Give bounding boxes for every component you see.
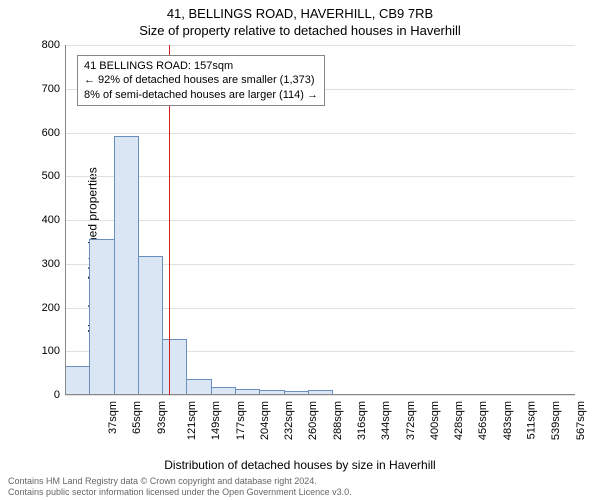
- footer-attribution: Contains HM Land Registry data © Crown c…: [8, 476, 352, 498]
- x-tick: 428sqm: [453, 401, 465, 440]
- info-line: ← 92% of detached houses are smaller (1,…: [84, 73, 318, 87]
- x-tick: 539sqm: [550, 401, 562, 440]
- x-tick: 456sqm: [478, 401, 490, 440]
- y-tick: 200: [35, 302, 60, 314]
- x-tick: 400sqm: [429, 401, 441, 440]
- footer-line2: Contains public sector information licen…: [8, 487, 352, 498]
- x-tick: 37sqm: [107, 401, 119, 434]
- chart-title: 41, BELLINGS ROAD, HAVERHILL, CB9 7RB Si…: [0, 0, 600, 40]
- chart-plot-area: 010020030040050060070080037sqm65sqm93sqm…: [65, 45, 575, 395]
- y-tick: 800: [35, 39, 60, 51]
- title-subtitle: Size of property relative to detached ho…: [0, 23, 600, 40]
- x-tick: 316sqm: [356, 401, 368, 440]
- histogram-bar: [65, 366, 90, 395]
- x-tick: 511sqm: [525, 401, 537, 439]
- footer-line1: Contains HM Land Registry data © Crown c…: [8, 476, 352, 487]
- info-box: 41 BELLINGS ROAD: 157sqm← 92% of detache…: [77, 55, 325, 106]
- histogram-bar: [186, 379, 211, 395]
- y-tick: 600: [35, 127, 60, 139]
- x-tick: 65sqm: [131, 401, 143, 434]
- histogram-bar: [114, 136, 139, 395]
- info-line: 41 BELLINGS ROAD: 157sqm: [84, 59, 318, 73]
- y-tick: 400: [35, 214, 60, 226]
- x-tick: 288sqm: [332, 401, 344, 440]
- x-tick: 149sqm: [210, 401, 222, 440]
- x-tick: 483sqm: [502, 401, 514, 440]
- title-address: 41, BELLINGS ROAD, HAVERHILL, CB9 7RB: [0, 6, 600, 23]
- x-tick: 372sqm: [405, 401, 417, 440]
- x-tick: 93sqm: [156, 401, 168, 434]
- histogram-bar: [138, 256, 163, 395]
- x-tick: 232sqm: [283, 401, 295, 440]
- y-tick: 300: [35, 258, 60, 270]
- x-tick: 260sqm: [308, 401, 320, 440]
- histogram-bar: [162, 339, 187, 395]
- x-tick: 567sqm: [575, 401, 587, 440]
- info-line: 8% of semi-detached houses are larger (1…: [84, 88, 318, 102]
- x-tick: 121sqm: [186, 401, 198, 440]
- histogram-bar: [89, 239, 114, 395]
- x-tick: 177sqm: [235, 401, 247, 440]
- x-axis-label: Distribution of detached houses by size …: [0, 458, 600, 472]
- y-tick: 700: [35, 83, 60, 95]
- x-tick: 204sqm: [259, 401, 271, 440]
- y-tick: 500: [35, 170, 60, 182]
- y-tick: 100: [35, 345, 60, 357]
- y-tick: 0: [35, 389, 60, 401]
- x-tick: 344sqm: [380, 401, 392, 440]
